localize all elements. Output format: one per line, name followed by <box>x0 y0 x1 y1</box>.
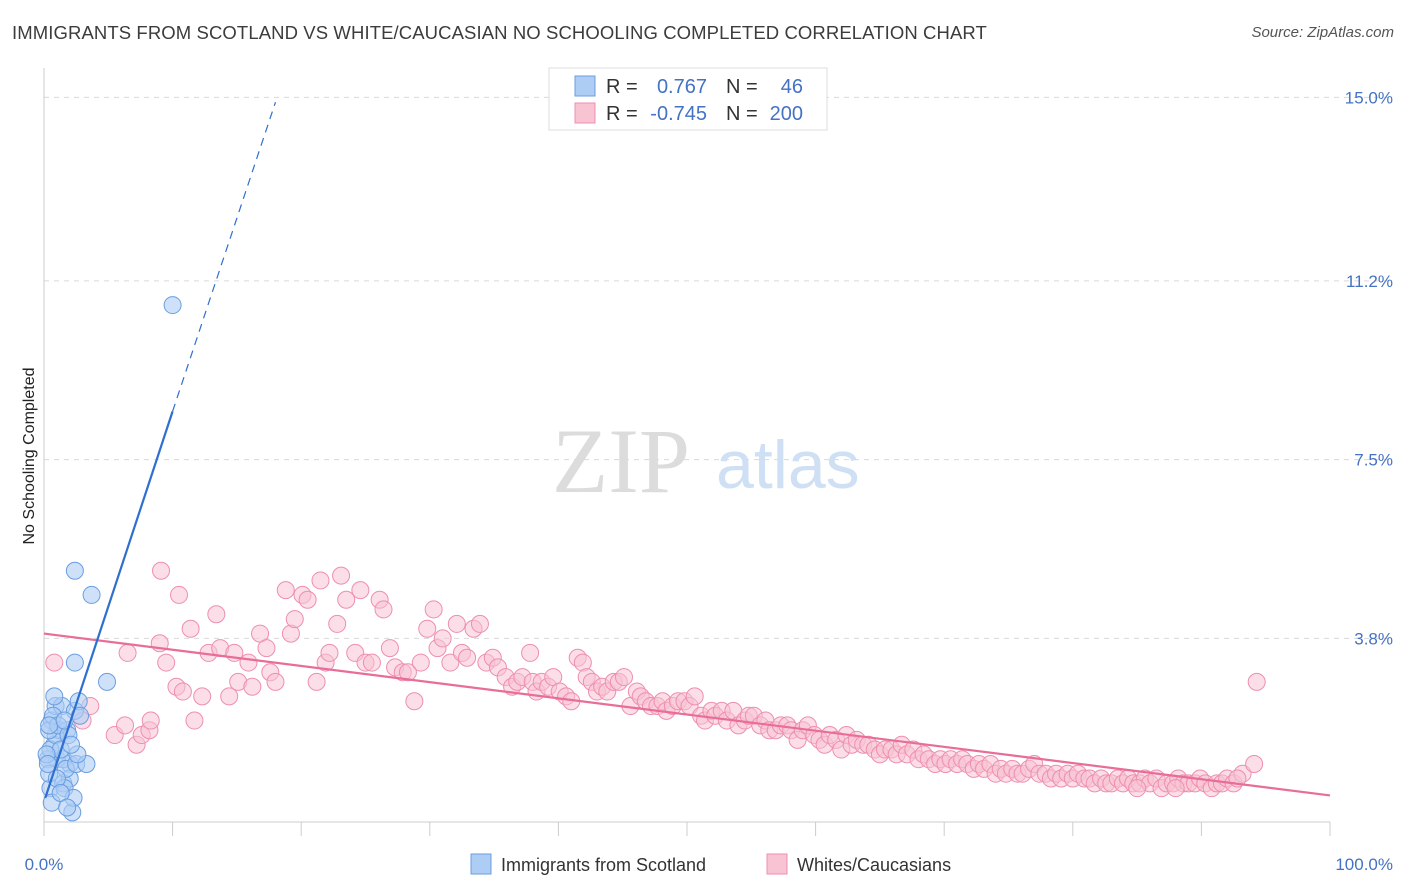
pink-data-point <box>418 619 437 638</box>
pink-data-point <box>328 614 347 633</box>
chart-title: IMMIGRANTS FROM SCOTLAND VS WHITE/CAUCAS… <box>12 22 987 43</box>
blue-data-point <box>45 687 64 706</box>
pink-data-point <box>185 711 204 730</box>
legend-n-value: 46 <box>781 76 803 98</box>
blue-data-point <box>82 585 101 604</box>
pink-data-point <box>1245 755 1264 774</box>
pink-data-point <box>181 619 200 638</box>
pink-data-point <box>116 716 135 735</box>
pink-data-point <box>45 653 64 672</box>
pink-data-point <box>298 590 317 609</box>
y-tick-label: 11.2% <box>1346 272 1393 291</box>
watermark: ZIP atlas <box>552 410 860 512</box>
y-tick-label: 7.5% <box>1354 451 1393 470</box>
pink-data-point <box>433 629 452 648</box>
source-credit: Source: ZipAtlas.com <box>1251 24 1394 41</box>
legend-n-label: N = <box>726 103 758 125</box>
bottom-legend: Immigrants from Scotland Whites/Caucasia… <box>470 853 951 875</box>
x-tick-label: 100.0% <box>1335 855 1393 874</box>
legend-r-value: -0.745 <box>650 103 707 125</box>
axes <box>43 68 1331 836</box>
grid-lines <box>44 96 1390 639</box>
blue-data-point <box>98 672 117 691</box>
blue-trend-line <box>44 411 174 799</box>
pink-data-point <box>614 668 633 687</box>
y-tick-label: 3.8% <box>1354 629 1393 648</box>
pink-data-point <box>320 643 339 662</box>
watermark-zip: ZIP <box>552 410 690 512</box>
x-tick-labels: 0.0% 100.0% <box>25 855 1393 874</box>
pink-data-point <box>220 687 239 706</box>
pink-series-points <box>45 561 1266 798</box>
trend-lines <box>43 101 1331 799</box>
legend: R = 0.767 N = 46 R = -0.745 N = 200 <box>548 67 828 131</box>
blue-data-point <box>58 798 77 817</box>
pink-data-point <box>307 672 326 691</box>
pink-data-point <box>173 682 192 701</box>
pink-data-point <box>447 614 466 633</box>
pink-data-point <box>398 663 417 682</box>
pink-data-point <box>243 677 262 696</box>
pink-trend-line <box>43 632 1331 797</box>
pink-data-point <box>276 581 295 600</box>
pink-data-point <box>521 643 540 662</box>
pink-data-point <box>424 600 443 619</box>
bottom-legend-swatch-pink <box>766 853 788 875</box>
x-tick-label: 0.0% <box>25 855 64 874</box>
legend-r-label: R = <box>606 76 638 98</box>
pink-data-point <box>118 643 137 662</box>
y-tick-label: 15.0% <box>1345 88 1393 107</box>
pink-data-point <box>458 648 477 667</box>
pink-data-point <box>266 672 285 691</box>
pink-data-point <box>362 653 381 672</box>
y-axis-title: No Schooling Completed <box>21 368 38 545</box>
blue-trend-extension <box>172 101 277 412</box>
pink-data-point <box>285 610 304 629</box>
blue-data-point <box>65 653 84 672</box>
blue-data-point <box>40 716 59 735</box>
pink-data-point <box>380 639 399 658</box>
legend-swatch-blue <box>574 75 596 97</box>
legend-n-value: 200 <box>770 103 803 125</box>
pink-data-point <box>337 590 356 609</box>
pink-data-point <box>374 600 393 619</box>
pink-data-point <box>332 566 351 585</box>
pink-data-point <box>351 581 370 600</box>
pink-data-point <box>1128 779 1147 798</box>
pink-data-point <box>152 561 171 580</box>
bottom-legend-swatch-blue <box>470 853 492 875</box>
pink-data-point <box>685 687 704 706</box>
y-tick-labels: 3.8% 7.5% 11.2% 15.0% <box>1345 88 1393 648</box>
pink-data-point <box>405 692 424 711</box>
bottom-legend-label-pink: Whites/Caucasians <box>797 855 951 875</box>
pink-data-point <box>207 605 226 624</box>
pink-data-point <box>1166 779 1185 798</box>
pink-data-point <box>311 571 330 590</box>
blue-data-point <box>163 296 182 315</box>
blue-series-points <box>37 296 182 822</box>
bottom-legend-label-blue: Immigrants from Scotland <box>501 855 706 875</box>
blue-data-point <box>65 561 84 580</box>
pink-data-point <box>257 639 276 658</box>
pink-data-point <box>193 687 212 706</box>
pink-data-point <box>239 653 258 672</box>
pink-data-point <box>157 653 176 672</box>
pink-data-point <box>470 614 489 633</box>
pink-data-point <box>411 653 430 672</box>
pink-data-point <box>141 711 160 730</box>
legend-n-label: N = <box>726 76 758 98</box>
pink-data-point <box>170 585 189 604</box>
watermark-atlas: atlas <box>716 427 860 503</box>
pink-data-point <box>1247 672 1266 691</box>
pink-data-point <box>441 653 460 672</box>
legend-r-label: R = <box>606 103 638 125</box>
legend-r-value: 0.767 <box>657 76 707 98</box>
legend-swatch-pink <box>574 102 596 124</box>
